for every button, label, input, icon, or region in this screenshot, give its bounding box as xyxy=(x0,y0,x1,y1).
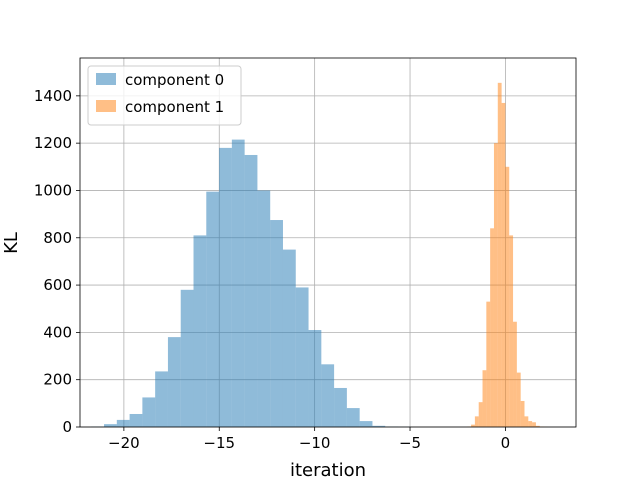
x-axis-ticks: −20 −15 −10 −5 0 xyxy=(108,427,510,452)
histogram-bar-component-0 xyxy=(180,289,194,427)
histogram-bar-component-0 xyxy=(104,424,117,427)
histogram-bar-component-1 xyxy=(490,228,494,427)
histogram-bar-component-1 xyxy=(493,143,498,427)
y-tick-label: 1000 xyxy=(34,181,72,199)
x-axis-label: iteration xyxy=(290,460,366,480)
histogram-bar-component-0 xyxy=(346,408,360,427)
histogram-bar-component-0 xyxy=(142,397,156,427)
histogram-bar-component-0 xyxy=(193,235,207,427)
x-tick-label: −5 xyxy=(399,434,421,452)
histogram-bar-component-0 xyxy=(295,287,309,427)
histogram-bar-component-1 xyxy=(486,301,491,427)
y-axis-ticks: 0 200 400 600 800 1000 1200 1400 xyxy=(34,87,80,436)
histogram-bar-component-1 xyxy=(482,370,487,427)
legend-swatch-component-1 xyxy=(96,100,116,112)
histogram-bar-component-0 xyxy=(155,371,168,427)
histogram-bar-component-0 xyxy=(257,190,271,427)
x-tick-label: −20 xyxy=(108,434,140,452)
histogram-bar-component-0 xyxy=(244,154,258,427)
histogram-bar-component-1 xyxy=(532,422,536,427)
histogram-bar-component-1 xyxy=(474,416,479,427)
y-tick-label: 800 xyxy=(43,229,72,247)
histogram-bar-component-1 xyxy=(471,424,475,427)
histogram-bar-component-0 xyxy=(231,139,245,427)
histogram-bar-component-0 xyxy=(129,413,143,427)
histogram-bar-component-0 xyxy=(270,220,283,427)
legend-label-component-1: component 1 xyxy=(125,98,224,116)
y-tick-label: 400 xyxy=(43,323,72,341)
x-tick-label: −15 xyxy=(203,434,235,452)
legend-swatch-component-0 xyxy=(96,73,116,85)
legend: component 0 component 1 xyxy=(87,65,242,126)
histogram-bar-component-0 xyxy=(359,421,373,427)
histogram-bar-component-0 xyxy=(321,364,335,427)
y-tick-label: 1400 xyxy=(34,87,72,105)
histogram-bar-component-1 xyxy=(505,166,510,428)
x-tick-label: 0 xyxy=(501,434,511,452)
histogram-bar-component-0 xyxy=(372,425,386,427)
histogram-bar-component-0 xyxy=(334,387,347,427)
histogram-bar-component-0 xyxy=(116,419,130,427)
y-tick-label: 1200 xyxy=(34,134,72,152)
histogram-bar-component-1 xyxy=(535,425,540,427)
y-tick-label: 0 xyxy=(62,418,72,436)
histogram-bar-component-1 xyxy=(501,102,506,427)
legend-box xyxy=(87,65,242,126)
y-tick-label: 200 xyxy=(43,371,72,389)
histogram-bar-component-0 xyxy=(308,330,322,427)
histogram-bar-component-1 xyxy=(497,82,502,427)
histogram-bar-component-0 xyxy=(206,191,220,427)
y-tick-label: 600 xyxy=(43,276,72,294)
histogram-bar-component-0 xyxy=(219,147,232,427)
x-tick-label: −10 xyxy=(299,434,331,452)
legend-label-component-0: component 0 xyxy=(125,71,224,89)
histogram-bar-component-1 xyxy=(520,400,525,427)
histogram-bar-component-0 xyxy=(282,249,296,427)
histogram-bar-component-0 xyxy=(167,337,181,427)
y-axis-label: KL xyxy=(1,232,22,254)
histogram-bar-component-1 xyxy=(513,321,517,427)
histogram-bar-component-1 xyxy=(524,416,529,427)
histogram-bars xyxy=(91,82,548,428)
histogram-bar-component-1 xyxy=(478,402,483,427)
plot-frame xyxy=(79,57,577,428)
histogram-bar-component-1 xyxy=(516,372,521,427)
histogram-bar-component-1 xyxy=(509,235,514,427)
histogram-bar-component-1 xyxy=(528,421,533,427)
